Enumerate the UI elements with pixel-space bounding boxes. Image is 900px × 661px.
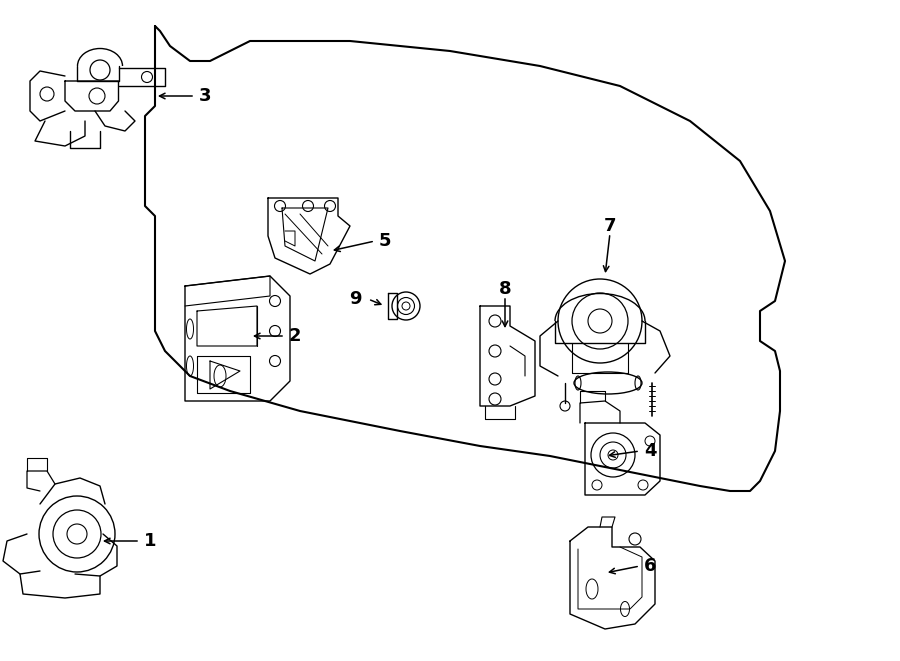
Text: 4: 4 [644, 442, 656, 460]
Text: 2: 2 [289, 327, 302, 345]
Text: 5: 5 [379, 232, 392, 250]
Text: 6: 6 [644, 557, 656, 575]
Text: 8: 8 [499, 280, 511, 298]
Text: 3: 3 [199, 87, 212, 105]
Text: 9: 9 [349, 290, 361, 308]
Text: 1: 1 [144, 532, 157, 550]
Text: 7: 7 [604, 217, 617, 235]
